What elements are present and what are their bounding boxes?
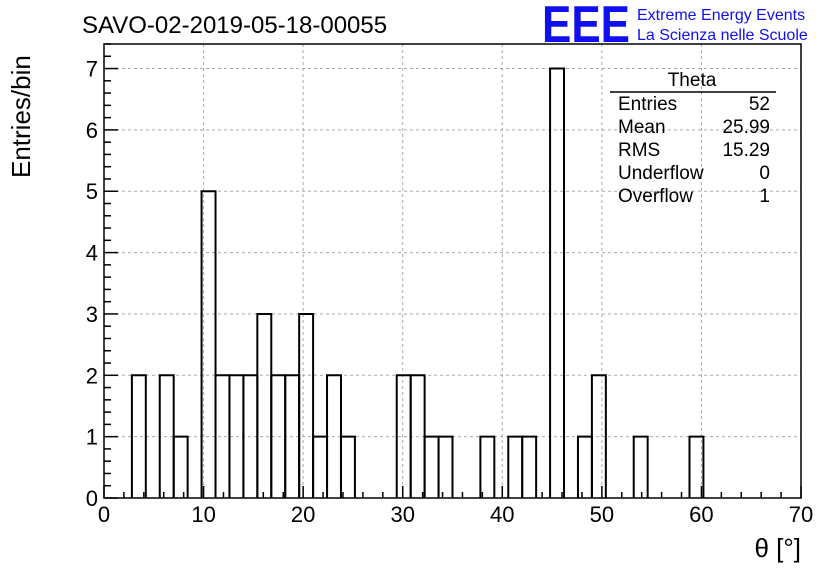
x-tick-label-40: 40 <box>490 502 514 527</box>
stats-value-rms: 15.29 <box>722 140 770 161</box>
y-axis-title: Entries/bin <box>6 55 36 178</box>
x-tick-label-50: 50 <box>590 502 614 527</box>
x-axis-title: θ [°] <box>754 533 801 563</box>
x-tick-label-20: 20 <box>291 502 315 527</box>
x-tick-label-60: 60 <box>689 502 713 527</box>
axis-ticks <box>103 43 802 499</box>
histogram-bars <box>130 67 705 498</box>
histogram-bin-21 <box>507 435 524 498</box>
stats-title: Theta <box>668 70 717 91</box>
x-tick-label-30: 30 <box>390 502 414 527</box>
y-tick-label-6: 6 <box>86 118 98 143</box>
histogram-bin-3 <box>172 435 189 498</box>
y-tick-label-7: 7 <box>86 57 98 82</box>
eee-logo-line2: La Scienza nelle Scuole <box>637 27 808 44</box>
chart-title: SAVO-02-2019-05-18-00055 <box>82 12 387 39</box>
x-tick-label-70: 70 <box>789 502 813 527</box>
stats-label-mean: Mean <box>618 117 666 138</box>
histogram-bin-20 <box>479 435 496 498</box>
stats-value-mean: 25.99 <box>722 117 770 138</box>
y-tick-label-3: 3 <box>86 302 98 327</box>
histogram-bin-9 <box>256 312 273 498</box>
eee-logo-mark: EEE <box>542 0 630 54</box>
eee-logo-line1: Extreme Energy Events <box>637 7 805 24</box>
histogram-bin-12 <box>298 312 315 498</box>
x-tick-label-0: 0 <box>98 502 110 527</box>
stats-value-underflow: 0 <box>759 163 770 184</box>
stats-value-entries: 52 <box>749 94 770 115</box>
y-tick-label-0: 0 <box>86 486 98 511</box>
stats-label-underflow: Underflow <box>618 163 704 184</box>
histogram-bin-0 <box>130 374 147 498</box>
histogram-bin-25 <box>590 374 607 498</box>
histogram-bin-23 <box>549 67 566 498</box>
histogram-bin-5 <box>200 190 217 498</box>
stats-label-rms: RMS <box>618 140 660 161</box>
histogram-bin-6 <box>214 374 231 498</box>
stats-box: Theta Entries 52 Mean 25.99 RMS 15.29 Underflo… <box>610 70 776 207</box>
histogram-bin-15 <box>339 435 356 498</box>
y-tick-labels: 0 1 2 3 4 5 6 7 <box>86 57 98 511</box>
histogram-bin-22 <box>521 435 538 498</box>
stats-label-entries: Entries <box>618 94 677 115</box>
histogram-bin-24 <box>576 435 593 498</box>
plot-frame <box>103 43 802 499</box>
histogram-bin-18 <box>423 435 440 498</box>
histogram-bin-26 <box>632 435 649 498</box>
y-tick-label-5: 5 <box>86 179 98 204</box>
histogram-bin-13 <box>312 435 329 498</box>
stats-label-overflow: Overflow <box>618 186 693 207</box>
stats-rows: Entries 52 Mean 25.99 RMS 15.29 Underflow 0 Over… <box>618 94 770 207</box>
x-tick-label-10: 10 <box>191 502 215 527</box>
y-tick-label-2: 2 <box>86 363 98 388</box>
eee-logo: EEE Extreme Energy Events La Scienza nel… <box>542 0 808 54</box>
y-tick-label-1: 1 <box>86 425 98 450</box>
x-tick-labels: 0 10 20 30 40 50 60 70 <box>98 502 813 527</box>
stats-value-overflow: 1 <box>759 186 770 207</box>
histogram-bin-27 <box>688 435 705 498</box>
y-tick-label-4: 4 <box>86 241 98 266</box>
grid-lines <box>103 44 802 499</box>
histogram-bin-19 <box>437 435 454 498</box>
